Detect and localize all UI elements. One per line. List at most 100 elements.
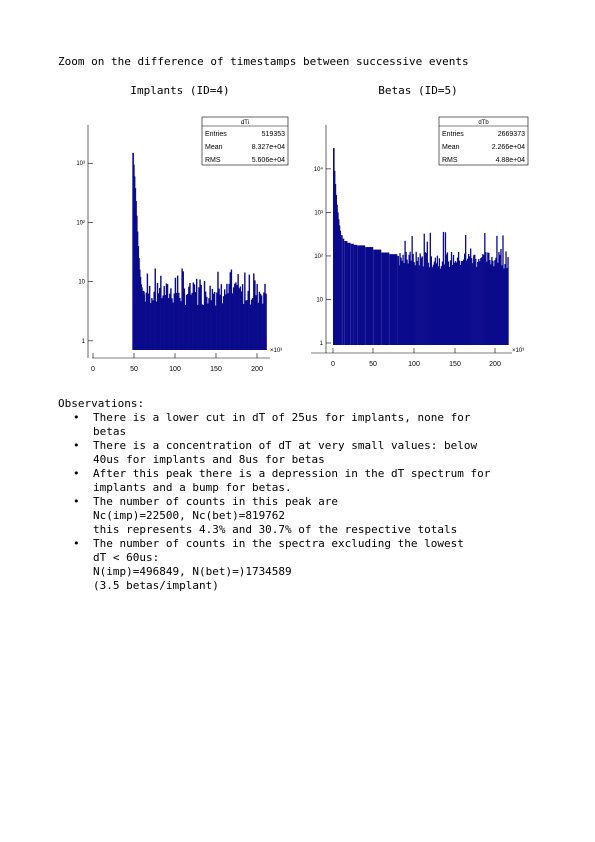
histogram-bar (192, 282, 195, 350)
histogram-bar (257, 302, 259, 350)
histogram-bar (173, 293, 175, 350)
histogram-bar (333, 148, 335, 345)
histogram-bar (215, 305, 217, 350)
histogram-bar (506, 268, 508, 345)
histogram-bar (156, 282, 159, 350)
histogram-bar (163, 286, 165, 350)
histogram-bar (187, 293, 189, 350)
y-tick-label: 10 (316, 297, 323, 303)
histogram-bar (216, 292, 218, 350)
histogram-bar (337, 212, 339, 345)
histogram-bar (144, 301, 146, 350)
histogram-bar (211, 288, 214, 350)
histogram-bar (423, 233, 425, 345)
histogram-bar (227, 293, 229, 350)
histogram-bar (437, 266, 440, 345)
histogram-bar (507, 257, 509, 345)
observation-line: 40us for implants and 8us for betas (93, 453, 325, 466)
histogram-bar (232, 287, 235, 350)
histogram-bar (471, 258, 473, 345)
histogram-bar (457, 252, 460, 345)
histogram-bar (407, 263, 409, 345)
histogram-bar (198, 287, 200, 350)
histogram-bar (175, 292, 178, 350)
histogram-bar (432, 264, 434, 345)
histogram-bar (248, 274, 251, 350)
histogram-bar (456, 257, 459, 345)
histogram-bar (167, 298, 170, 350)
histogram-bar (453, 262, 456, 345)
histogram-bar (489, 260, 491, 345)
histogram-bar (159, 287, 161, 350)
histogram-bar (499, 254, 501, 345)
histogram-bar (235, 282, 237, 350)
stats-value: 2.266e+04 (492, 144, 525, 151)
histogram-bar (230, 269, 233, 350)
histogram-bar (262, 303, 264, 350)
histogram-bar (419, 253, 421, 345)
histogram-bar (501, 265, 503, 345)
histogram-bar (157, 293, 160, 350)
histogram-bar (426, 241, 428, 345)
histogram-bar (206, 296, 208, 350)
x-tick-label: 200 (251, 366, 263, 373)
histogram-bar (213, 291, 216, 350)
histogram-bar (503, 268, 505, 345)
histogram-betas (311, 116, 529, 354)
observation-item: After this peak there is a depression in… (58, 467, 578, 495)
observations-list: There is a lower cut in dT of 25us for i… (58, 411, 578, 593)
stats-value: 519353 (262, 131, 285, 138)
histogram-bar (255, 295, 257, 350)
histogram-bar (440, 266, 443, 345)
histogram-bar (333, 170, 336, 345)
histogram-bar (413, 262, 415, 345)
y-tick-label: 10⁴ (314, 166, 324, 173)
histogram-bar (256, 283, 258, 350)
histogram-bar (490, 264, 492, 345)
x-tick-label: 100 (408, 361, 420, 368)
histogram-bar (469, 256, 471, 345)
histogram-bar (487, 252, 489, 345)
histogram-bar (193, 284, 196, 350)
histogram-bar (178, 292, 180, 350)
histogram-bar (446, 252, 449, 345)
histogram-bar (339, 230, 342, 345)
histogram-bar (237, 274, 239, 350)
histogram-bar (488, 252, 490, 345)
histogram-bar (402, 254, 404, 345)
histogram-bar (245, 300, 247, 350)
histogram-bar (210, 300, 212, 350)
histogram-bar (240, 291, 243, 350)
histogram-bar (439, 268, 442, 345)
histogram-bar (200, 285, 202, 350)
histogram-bar (229, 272, 231, 350)
histogram-bar (442, 231, 445, 345)
observation-line: The number of counts in this peak are (93, 495, 339, 508)
histogram-bar (212, 293, 215, 350)
histogram-bar (412, 253, 414, 345)
histogram-bar (201, 304, 203, 350)
histogram-bar (448, 266, 451, 345)
stats-label: Mean (205, 144, 223, 151)
histograms-svg: Implants (ID=4)0 50 100 150 200×10³11010²10³… (76, 84, 529, 373)
histogram-bar (424, 252, 426, 345)
histogram-bar (344, 241, 348, 345)
histogram-bar (460, 261, 463, 345)
histogram-bar (445, 254, 448, 345)
histogram-bar (202, 305, 205, 350)
y-tick-label: 10² (76, 220, 85, 226)
histogram-bar (476, 266, 478, 345)
stats-value: 8.327e+04 (252, 144, 285, 151)
observation-item: There is a concentration of dT at very s… (58, 439, 578, 467)
x-exponent-label: ×10³ (512, 348, 524, 354)
histogram-bar (472, 263, 474, 345)
histogram-bar (411, 235, 413, 345)
histogram-bar (194, 292, 197, 350)
histogram-bar (190, 294, 192, 350)
histogram-bar (435, 263, 438, 345)
histogram-bar (253, 273, 255, 350)
histogram-bar (421, 256, 423, 345)
histogram-bar (455, 262, 458, 345)
histogram-bar (454, 261, 457, 345)
histogram-bar (260, 295, 263, 350)
